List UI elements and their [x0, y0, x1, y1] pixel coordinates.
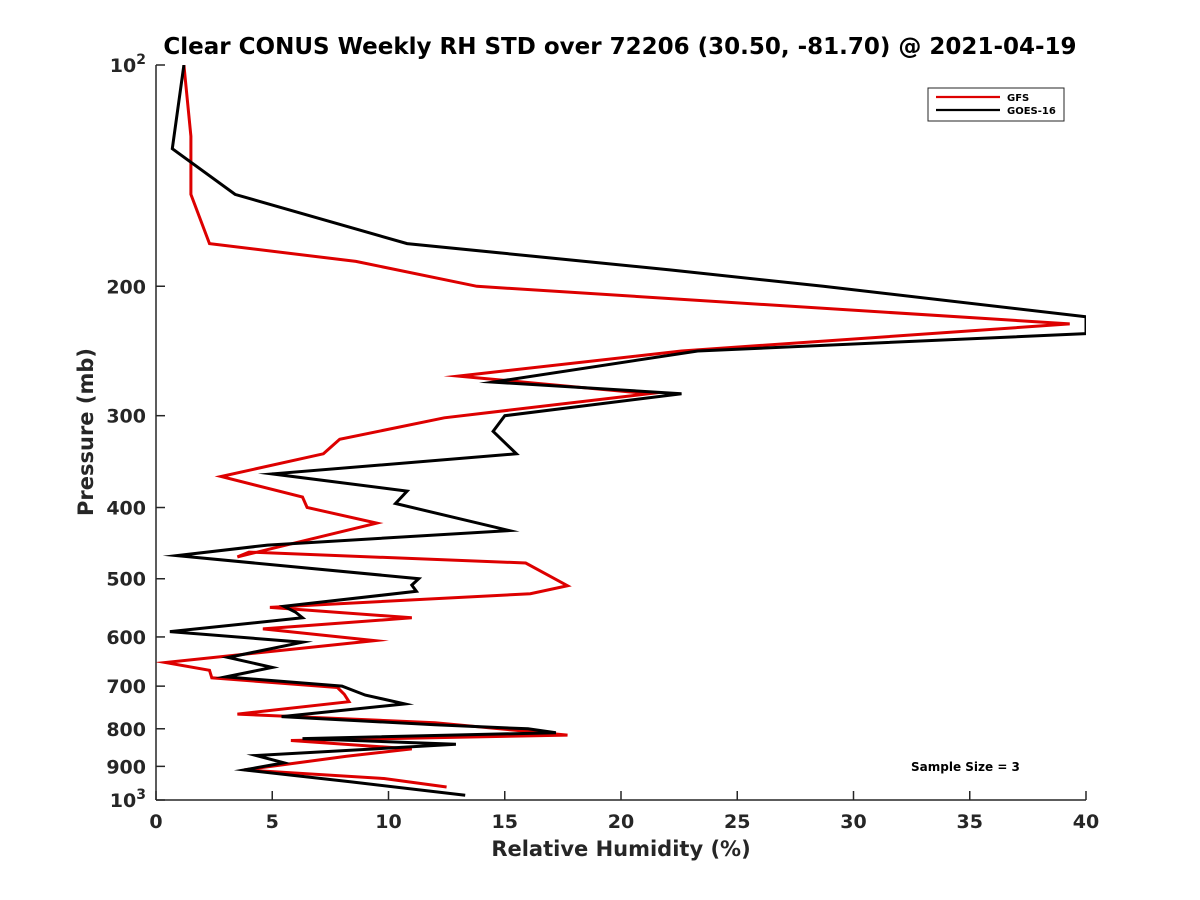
- x-tick-label: 40: [1073, 811, 1099, 833]
- y-tick-label: 700: [106, 676, 146, 698]
- y-tick-label: 900: [106, 756, 146, 778]
- y-tick-label: 200: [106, 276, 146, 298]
- sample-size-annotation: Sample Size = 3: [911, 760, 1020, 774]
- y-tick-label: 400: [106, 498, 146, 520]
- x-tick-label: 25: [724, 811, 750, 833]
- plot-area: [156, 65, 1086, 800]
- y-ticks: 102 200 300 400 500 600 700 800 900 103: [106, 52, 165, 812]
- x-tick-label: 35: [957, 811, 983, 833]
- y-tick-label: 300: [106, 406, 146, 428]
- y-tick-label: 600: [106, 627, 146, 649]
- legend-label-gfs: GFS: [1007, 93, 1029, 104]
- chart-title: Clear CONUS Weekly RH STD over 72206 (30…: [163, 34, 1076, 60]
- y-tick-label: 800: [106, 719, 146, 741]
- x-tick-label: 30: [840, 811, 866, 833]
- y-tick-label: 500: [106, 569, 146, 591]
- series-layer: [156, 65, 1086, 797]
- y-tick-label: 103: [110, 787, 146, 812]
- x-tick-label: 10: [375, 811, 401, 833]
- y-tick-label: 102: [110, 52, 146, 77]
- x-ticks: 0 5 10 15 20 25 30 35 40: [149, 791, 1099, 833]
- x-tick-label: 5: [266, 811, 279, 833]
- x-tick-label: 0: [149, 811, 162, 833]
- y-axis-label: Pressure (mb): [74, 348, 98, 516]
- legend-label-goes16: GOES-16: [1007, 106, 1056, 117]
- legend: GFS GOES-16: [927, 87, 1065, 122]
- x-axis-label: Relative Humidity (%): [491, 837, 750, 861]
- x-tick-label: 15: [492, 811, 518, 833]
- series-line-gfs: [156, 65, 1070, 789]
- x-tick-label: 20: [608, 811, 634, 833]
- legend-box: [927, 87, 1065, 122]
- series-line-goes16: [162, 65, 1086, 797]
